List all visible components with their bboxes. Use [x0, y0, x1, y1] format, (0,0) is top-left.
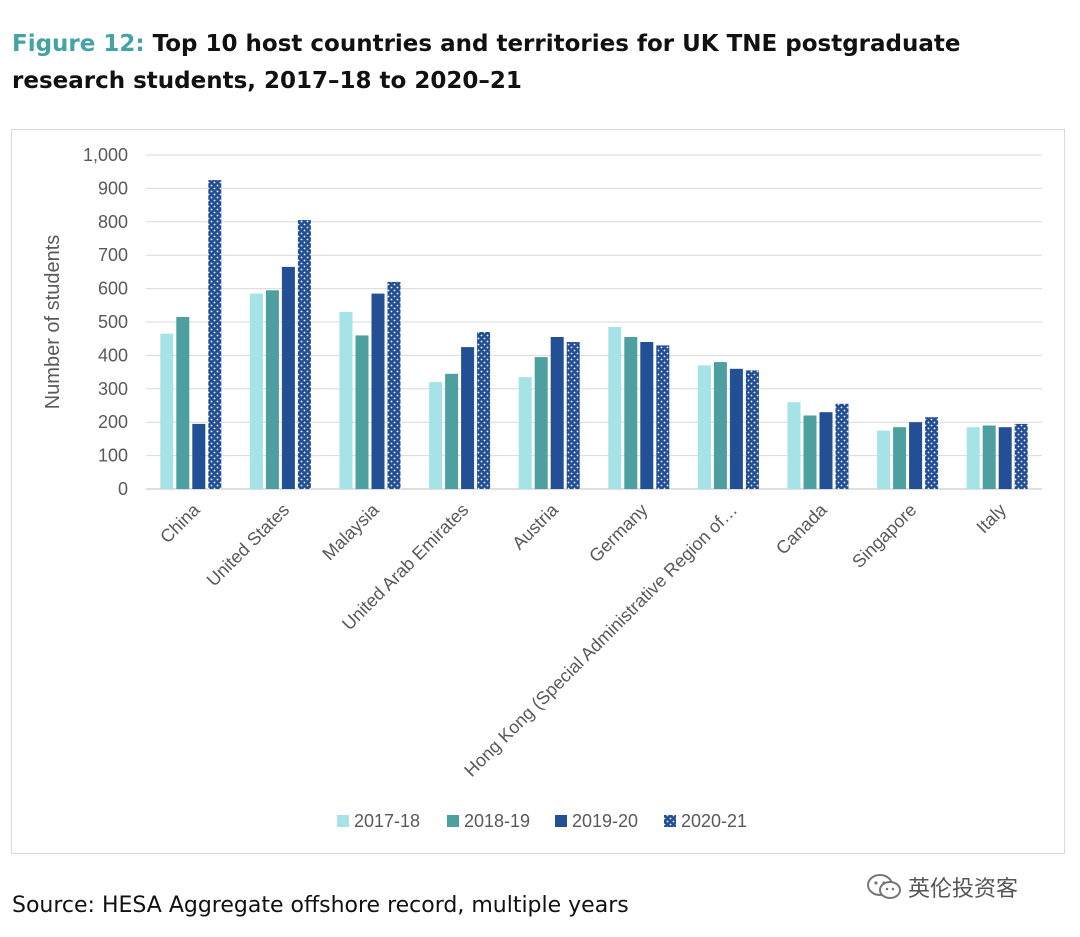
bar-2018-19	[624, 337, 638, 489]
bar-2017-18	[697, 365, 711, 489]
bar-2020-21	[477, 332, 491, 489]
bar-2020-21	[208, 180, 222, 489]
legend-swatch	[555, 815, 567, 827]
bar-2017-18	[787, 402, 801, 489]
bar-2017-18	[249, 293, 263, 489]
bar-2020-21	[835, 403, 849, 489]
bar-2020-21	[925, 417, 939, 489]
bar-2019-20	[281, 266, 295, 489]
y-tick-label: 800	[98, 212, 128, 232]
bar-2020-21	[656, 345, 670, 489]
bar-2018-19	[176, 317, 190, 489]
bar-2019-20	[640, 342, 654, 489]
bar-2020-21	[745, 370, 759, 489]
bar-2018-19	[713, 362, 727, 489]
bar-2017-18	[877, 430, 891, 489]
bar-2019-20	[550, 337, 564, 489]
y-tick-label: 500	[98, 312, 128, 332]
x-tick-label: Austria	[508, 499, 562, 553]
bar-2020-21	[297, 220, 311, 489]
bar-2018-19	[803, 415, 817, 489]
y-tick-label: 200	[98, 412, 128, 432]
bar-2017-18	[339, 312, 353, 489]
y-tick-label: 900	[98, 178, 128, 198]
bars	[160, 180, 1028, 489]
bar-2018-19	[534, 357, 548, 489]
y-axis-label: Number of students	[42, 235, 64, 410]
bar-2019-20	[998, 427, 1012, 489]
figure-label: Figure 12:	[12, 31, 145, 57]
bar-chart: 0 100 200 300 400 500 600 700 800 900 1,000 China U…	[42, 145, 1042, 831]
legend-label: 2018-19	[464, 811, 530, 831]
figure-title-text: Top 10 host countries and territories fo…	[12, 31, 961, 94]
bar-2020-21	[1014, 423, 1028, 489]
x-tick-label: United States	[203, 500, 294, 591]
y-tick-label: 0	[118, 479, 128, 499]
legend-label: 2020-21	[681, 811, 747, 831]
bar-2019-20	[729, 368, 743, 489]
chart-area: 0 100 200 300 400 500 600 700 800 900 1,000 China U…	[11, 129, 1065, 854]
y-tick-label: 300	[98, 379, 128, 399]
figure-title: Figure 12: Top 10 host countries and ter…	[12, 26, 1022, 100]
x-tick-label: Malaysia	[318, 499, 383, 564]
y-axis: 0 100 200 300 400 500 600 700 800 900 1,000	[83, 145, 128, 499]
source-note: Source: HESA Aggregate offshore record, …	[12, 893, 629, 918]
bar-2020-21	[566, 342, 580, 489]
x-tick-label: Italy	[973, 500, 1010, 537]
bar-2017-18	[608, 327, 622, 489]
bar-2017-18	[429, 382, 443, 489]
watermark-text: 英伦投资客	[908, 877, 1019, 902]
bar-2019-20	[461, 347, 475, 489]
x-tick-label: Germany	[585, 500, 651, 566]
bar-2017-18	[518, 377, 532, 489]
x-tick-label: China	[156, 499, 204, 547]
bar-2018-19	[982, 425, 996, 489]
bar-2018-19	[445, 373, 459, 489]
bar-2018-19	[265, 290, 279, 489]
legend-swatch	[337, 815, 349, 827]
y-tick-label: 700	[98, 245, 128, 265]
bar-2018-19	[355, 335, 369, 489]
y-tick-label: 100	[98, 446, 128, 466]
y-tick-label: 600	[98, 279, 128, 299]
bar-2017-18	[160, 333, 174, 489]
x-tick-label: Canada	[772, 499, 831, 558]
watermark: 英伦投资客	[866, 871, 1018, 903]
bar-2019-20	[819, 412, 833, 489]
x-tick-label: Singapore	[848, 500, 920, 572]
gridlines	[146, 154, 1042, 490]
legend: 2017-18 2018-19 2019-20 2020-21	[337, 811, 747, 831]
legend-label: 2017-18	[354, 811, 420, 831]
legend-swatch	[664, 815, 676, 827]
bar-2020-21	[387, 281, 401, 489]
y-tick-label: 400	[98, 345, 128, 365]
bar-2019-20	[192, 423, 206, 489]
legend-swatch	[447, 815, 459, 827]
bar-2019-20	[371, 293, 385, 489]
bar-2018-19	[893, 427, 907, 489]
y-tick-label: 1,000	[83, 145, 128, 165]
legend-label: 2019-20	[572, 811, 638, 831]
bar-2019-20	[909, 422, 923, 489]
bar-2017-18	[966, 427, 980, 489]
wechat-icon	[867, 874, 901, 899]
